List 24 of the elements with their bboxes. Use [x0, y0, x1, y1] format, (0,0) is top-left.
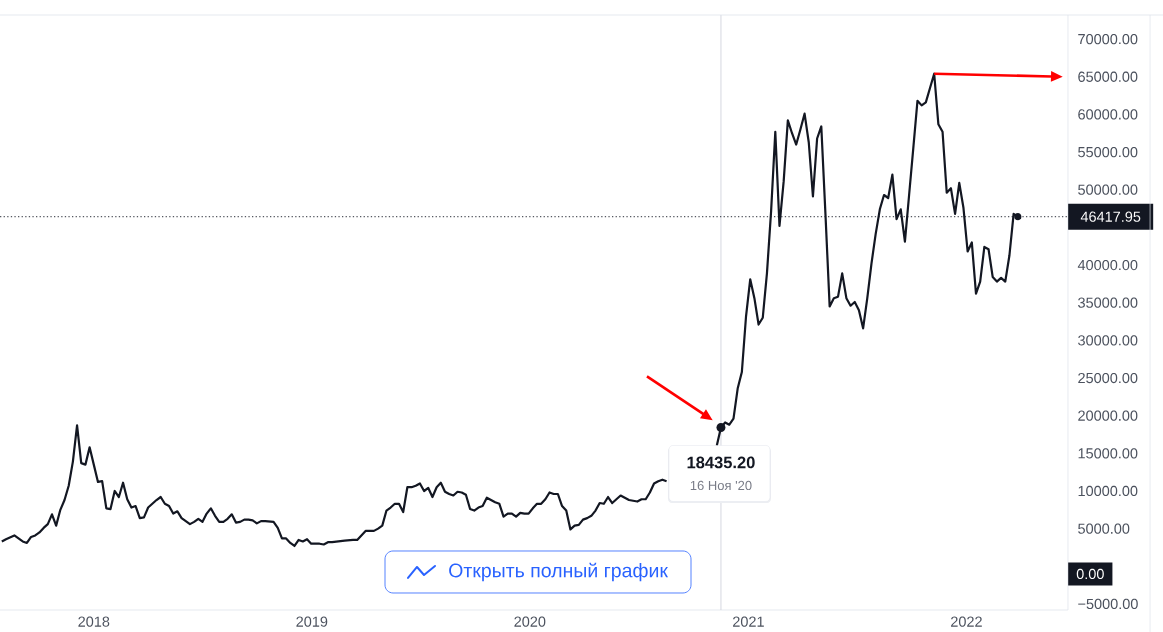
y-tick-label: 35000.00 — [1078, 297, 1138, 308]
annotation: 18435.20 — [687, 456, 755, 469]
y-tick-label: 60000.00 — [1078, 109, 1138, 120]
x-tick-label: 2021 — [733, 616, 764, 627]
y-tick-label: −5000.00 — [1078, 598, 1138, 610]
x-tick-label: 2022 — [951, 616, 982, 627]
y-tick-label: 20000.00 — [1078, 410, 1138, 421]
x-tick-label: 2018 — [78, 616, 110, 627]
y-tick-label: 5000.00 — [1078, 523, 1130, 534]
y-tick-label: 65000.00 — [1078, 71, 1138, 82]
y-tick-label: 70000.00 — [1078, 33, 1138, 45]
x-tick-label: 2020 — [514, 616, 546, 627]
y-tick-label: 55000.00 — [1078, 146, 1138, 158]
y-tick-label: 25000.00 — [1078, 372, 1138, 384]
ref-line-label: 16 Ноя '20 — [690, 480, 752, 491]
y-tick-label: 10000.00 — [1078, 485, 1138, 497]
y-tick-label: 40000.00 — [1077, 259, 1138, 271]
text: 0.00 — [1076, 568, 1104, 580]
y-tick-label: 30000.00 — [1078, 335, 1138, 346]
x-tick-label: 2019 — [296, 616, 328, 627]
y-tick-label: 50000.00 — [1078, 184, 1138, 195]
ref-line-label: 46417.95 — [1080, 211, 1141, 222]
annotation: Открыть полный график — [449, 562, 669, 582]
y-tick-label: 15000.00 — [1078, 448, 1138, 459]
